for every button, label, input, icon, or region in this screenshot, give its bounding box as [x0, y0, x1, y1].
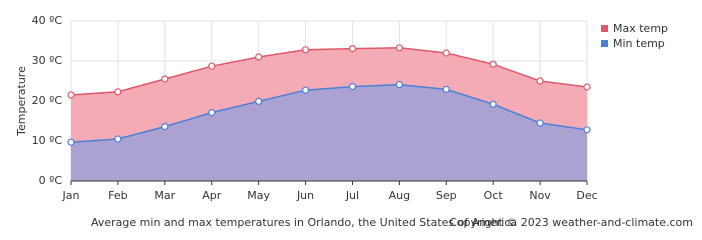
point: [489, 100, 497, 108]
line: [70, 47, 588, 96]
y-axis-label: Temperature: [15, 66, 28, 137]
x-tick-label: Dec: [576, 189, 597, 202]
x-tick-label: Jan: [62, 189, 80, 202]
point: [442, 85, 450, 94]
point: [208, 108, 216, 117]
x-tick-label: Sep: [436, 189, 457, 202]
point: [255, 97, 263, 106]
legend-label: Min temp: [613, 37, 665, 50]
point: [161, 75, 169, 83]
x-tick-label: Aug: [389, 189, 410, 202]
y-tick-label: 20 ºC: [32, 94, 63, 107]
point: [442, 49, 450, 57]
point: [208, 62, 216, 70]
point: [536, 77, 544, 85]
copyright: Copyright © 2023 weather-and-climate.com: [449, 216, 693, 229]
y-tick-label: 0 ºC: [39, 174, 63, 187]
point: [536, 119, 544, 127]
x-tick-label: May: [247, 189, 270, 202]
x-tick-label: Jul: [345, 189, 359, 202]
point: [395, 80, 403, 89]
point: [301, 46, 310, 54]
point: [489, 60, 497, 68]
point: [583, 83, 591, 91]
x-tick-label: Feb: [108, 189, 127, 202]
point: [67, 91, 75, 99]
point: [301, 86, 310, 94]
x-tick-label: Oct: [484, 189, 504, 202]
legend-swatch: [601, 40, 608, 47]
x-tick-label: Jun: [296, 189, 314, 202]
point: [255, 53, 263, 61]
x-tick-label: Mar: [154, 189, 175, 202]
y-tick-label: 30 ºC: [32, 54, 63, 67]
x-tick-label: Nov: [529, 189, 551, 202]
legend-swatch: [601, 25, 608, 32]
footer: Average min and max temperatures in Orla…: [91, 216, 517, 229]
line: [70, 83, 588, 143]
y-tick-label: 40 ºC: [32, 14, 63, 27]
point: [583, 126, 591, 134]
area-fill: [71, 84, 587, 181]
point: [114, 88, 122, 96]
y-tick-label: 10 ºC: [32, 134, 63, 147]
point: [67, 138, 75, 146]
chart: Temperature Average min and max temperat…: [15, 14, 693, 229]
point: [348, 82, 357, 91]
point: [395, 44, 403, 52]
point: [348, 44, 357, 53]
legend-label: Max temp: [613, 22, 668, 35]
x-tick-label: Apr: [202, 189, 222, 202]
point: [114, 135, 122, 143]
point: [161, 122, 169, 131]
